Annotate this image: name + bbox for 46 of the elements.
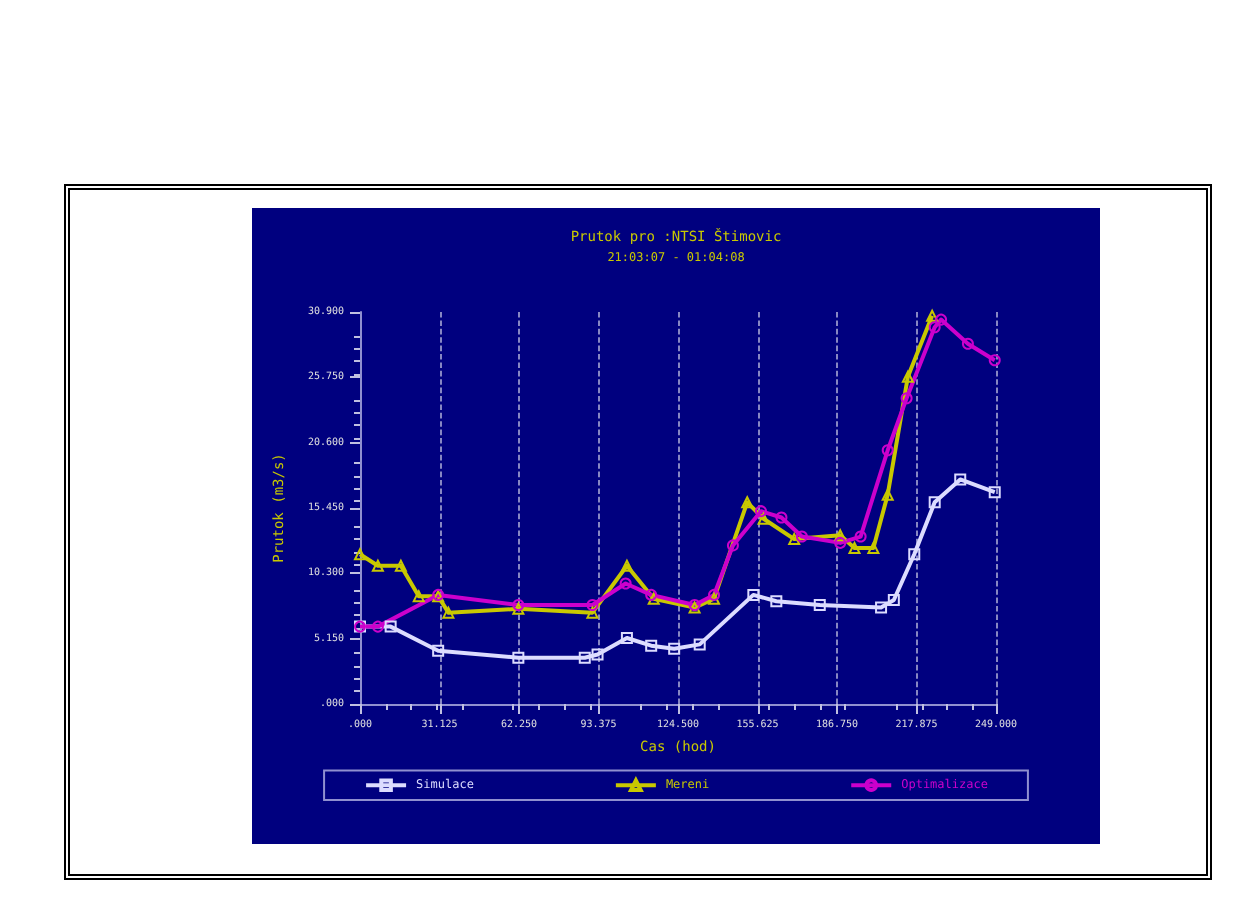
point (928, 496, 941, 509)
point (442, 606, 455, 619)
point (586, 599, 599, 612)
point (834, 536, 847, 549)
point (512, 651, 525, 664)
point (619, 577, 632, 590)
point (645, 639, 658, 652)
point (848, 541, 861, 554)
point (881, 488, 894, 501)
point (412, 590, 425, 603)
point (813, 599, 826, 612)
point (578, 651, 591, 664)
point (900, 392, 913, 405)
point (371, 559, 384, 572)
point (591, 648, 604, 661)
point (887, 593, 900, 606)
point (668, 642, 681, 655)
point (881, 444, 894, 457)
point (908, 548, 921, 561)
point (775, 511, 788, 524)
point (371, 620, 384, 633)
point (854, 530, 867, 543)
point (620, 632, 633, 645)
point (834, 529, 847, 542)
point (620, 559, 633, 572)
point (384, 620, 397, 633)
point (928, 321, 941, 334)
point (988, 486, 1001, 499)
point (726, 539, 739, 552)
point (354, 548, 366, 561)
point (747, 588, 760, 601)
point (954, 473, 967, 486)
point (875, 601, 888, 614)
point (926, 309, 939, 322)
point (901, 370, 914, 383)
point (432, 644, 445, 657)
point (586, 606, 599, 619)
point (961, 337, 974, 350)
point (795, 530, 808, 543)
point (693, 638, 706, 651)
point (755, 505, 768, 518)
point (394, 559, 407, 572)
point (867, 541, 880, 554)
point (770, 595, 783, 608)
point (757, 512, 770, 525)
point (935, 313, 948, 326)
